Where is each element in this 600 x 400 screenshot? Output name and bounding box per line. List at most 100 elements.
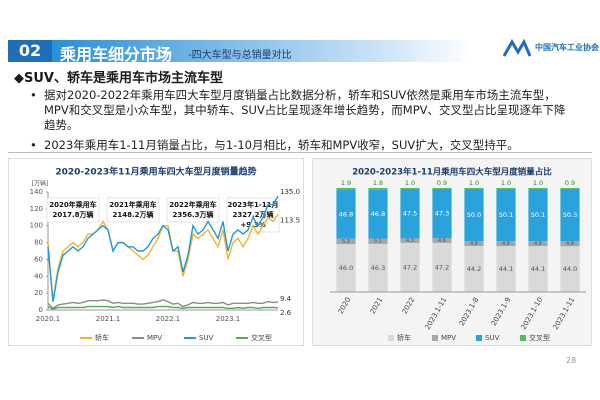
data-label: 0.9 [565,179,575,187]
data-label: 1.0 [405,179,415,187]
data-label: 1.0 [533,179,543,187]
end-label: 2.6 [280,309,292,317]
annotation-box [166,197,220,223]
end-label: 113.5 [280,216,300,224]
data-label: 50.1 [499,211,513,219]
data-label: 4.8 [502,241,510,247]
y-tick-label: 100 [30,222,43,230]
bar-segment [336,244,356,292]
bar-segment [400,238,420,243]
legend-label: 交叉型 [251,333,272,342]
data-label: 4.6 [438,238,446,244]
data-label: 47.5 [403,210,417,218]
data-label: 4.8 [566,241,574,247]
data-label: 44.2 [467,265,481,273]
y-tick-label: 60 [34,255,43,263]
annotation-text: 2017.8万辆 [52,210,93,219]
bar-segment [528,188,548,190]
bar-segment [560,246,580,292]
x-tick-label: 2023.1 [216,315,241,323]
annotation-text: 2023年1-11月 [228,200,279,209]
data-label: 4.8 [470,241,478,247]
data-label: 47.2 [435,263,449,271]
bar-segment [464,241,484,247]
data-label: 0.9 [437,179,447,187]
annotation-text: 2021年乘用车 [109,200,156,209]
bar-segment [336,238,356,245]
x-tick-label: 2021 [369,296,385,315]
x-tick-label: 2022 [401,296,417,315]
header-subtitle: -四大车型与总销量对比 [188,50,292,61]
annotation-box [106,197,160,223]
data-label: 46.0 [339,264,353,272]
y-tick-label: 20 [34,289,43,297]
bullet: • 2023年乘用车1-11月销量占比，与1-10月相比，轿车和MPV收窄，SUV… [30,138,519,152]
chart-title: 2020-2023年11月乘用车四大车型月度销量趋势 [55,166,256,178]
bar-segment [464,188,484,190]
bar-segment [432,188,452,239]
bar-segment [368,243,388,292]
data-label: 44.1 [499,265,513,273]
annotation-text: 2148.2万辆 [112,210,153,219]
bar-segment [528,246,548,292]
data-label: 1.0 [501,179,511,187]
bullet: • 据对2020-2022年乘用车四大车型月度销量占比数据分析，轿车和SUV依然是… [30,88,570,133]
legend-swatch [520,335,526,341]
bar-segment [560,188,580,189]
x-tick-label: 2023.1-11 [552,296,577,331]
bar-segment [560,188,580,242]
data-label: 46.8 [339,210,353,218]
bar-segment [400,242,420,292]
bar-segment [528,241,548,247]
logo-mark [502,38,532,57]
legend-label: 轿车 [95,333,109,342]
end-label: 135.0 [280,188,300,196]
data-label: 46.3 [371,264,385,272]
logo-text: 中国汽车工业协会 [535,43,599,52]
section-number: 02 [8,40,52,62]
bar-segment [432,242,452,292]
legend-label: 轿车 [397,333,411,342]
data-label: 5.3 [342,239,350,245]
end-label: 9.4 [280,295,292,303]
data-label: 50.0 [467,211,481,219]
legend-swatch [476,335,482,341]
bar-segment [496,189,516,242]
divider [8,152,592,153]
page-number: 28 [566,356,577,365]
data-label: 47.3 [435,210,449,218]
header-title: 乘用车细分市场 [60,45,173,64]
bar-segment [400,189,420,239]
legend-swatch [388,335,394,341]
bar-segment [432,238,452,243]
bar-segment [464,189,484,242]
data-label: 5.1 [374,239,382,245]
y-tick-label: 140 [30,188,43,196]
annotation-text: 2020年乘用车 [49,200,96,209]
legend-label: MPV [441,334,456,342]
bullet-text: 据对2020-2022年乘用车四大车型月度销量占比数据分析，轿车和SUV依然是乘… [44,88,566,132]
data-label: 1.8 [373,179,383,187]
annotation-text: 2327.2万辆 [232,210,273,219]
header-bar [52,40,472,62]
y-tick-label: 40 [34,272,43,280]
data-label: 50.3 [563,211,577,219]
data-label: 1.0 [469,179,479,187]
legend-label: 交叉型 [529,333,550,342]
annotation-text: 2356.3万辆 [172,210,213,219]
bar-segment [336,189,356,239]
series-line [47,195,279,302]
y-tick-label: 80 [34,239,43,247]
data-label: 44.0 [563,265,577,273]
bar-segment [336,188,356,190]
x-tick-label: 2023.1-9 [490,296,513,327]
bar-segment [496,241,516,247]
annotation-text: 2022年乘用车 [169,200,216,209]
legend-label: SUV [199,334,214,342]
x-tick-label: 2021.1 [96,315,121,323]
legend-label: MPV [147,334,162,342]
x-tick-label: 2023.1-8 [458,296,481,327]
series-line [47,299,279,310]
x-tick-label: 2022.1 [156,315,181,323]
